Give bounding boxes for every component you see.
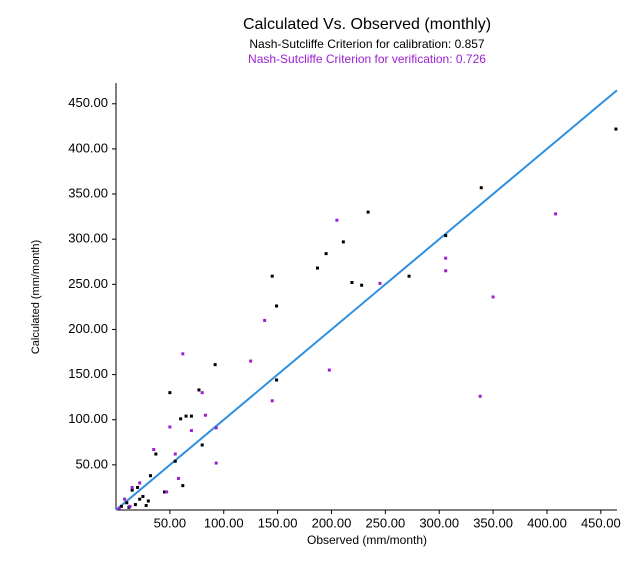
y-tick-label: 450.00 [68,95,108,110]
point [148,474,152,478]
point [152,448,156,452]
x-tick-label: 450.00 [581,515,621,530]
point [275,378,279,382]
x-tick-label: 250.00 [365,515,405,530]
point [327,368,331,372]
point [315,266,319,270]
x-tick-label: 400.00 [527,515,567,530]
y-tick-label: 300.00 [68,231,108,246]
point [189,429,193,433]
point [263,318,267,322]
y-tick-label: 350.00 [68,185,108,200]
point [125,501,129,505]
point [614,127,618,131]
point [119,504,123,508]
y-tick-label: 200.00 [68,321,108,336]
point [214,461,218,465]
point [128,504,132,508]
point [491,295,495,299]
point [117,506,121,510]
x-axis-label: Observed (mm/month) [307,533,427,547]
point [130,485,134,489]
point [270,399,274,403]
point [554,212,558,216]
point [168,425,172,429]
point [162,490,166,494]
y-tick-label: 50.00 [75,456,108,471]
point [200,443,204,447]
chart-title: Calculated Vs. Observed (monthly) [243,16,491,33]
point [213,363,217,367]
point [144,503,148,507]
point [203,413,207,417]
point [479,186,483,190]
x-tick-label: 300.00 [419,515,459,530]
x-tick-label: 100.00 [204,515,244,530]
point [154,452,158,456]
point [146,499,150,503]
point [270,274,274,278]
point [138,497,142,501]
x-tick-label: 150.00 [258,515,298,530]
point [168,391,172,395]
point [444,234,448,238]
point [130,488,134,492]
x-tick-label: 200.00 [312,515,352,530]
point [444,256,448,260]
point [189,414,193,418]
point [378,281,382,285]
point [141,494,145,498]
point [138,481,142,485]
point [184,414,188,418]
point [335,218,339,222]
point [200,391,204,395]
point [360,283,364,287]
chart-subtitle: Nash-Sutcliffe Criterion for calibration… [249,37,485,51]
point [407,274,411,278]
point [136,485,140,489]
point [133,503,137,507]
point [350,281,354,285]
point [181,352,185,356]
point [181,484,185,488]
y-tick-label: 250.00 [68,276,108,291]
point [197,388,201,392]
y-tick-label: 100.00 [68,411,108,426]
reference-line [115,89,618,511]
point [341,240,345,244]
y-tick-label: 150.00 [68,366,108,381]
x-tick-label: 50.00 [154,515,187,530]
point [173,459,177,463]
point [249,359,253,363]
point [324,252,328,256]
point [173,452,177,456]
point [275,304,279,308]
point [478,394,482,398]
x-tick-label: 350.00 [473,515,513,530]
chart-subtitle: Nash-Sutcliffe Criterion for verificatio… [248,52,486,66]
point [165,490,169,494]
point [214,426,218,430]
point [179,417,183,421]
point [123,497,127,501]
y-axis-label: Calculated (mm/month) [30,240,42,354]
point [444,269,448,273]
y-tick-label: 400.00 [68,140,108,155]
point [366,210,370,214]
point [176,476,180,480]
